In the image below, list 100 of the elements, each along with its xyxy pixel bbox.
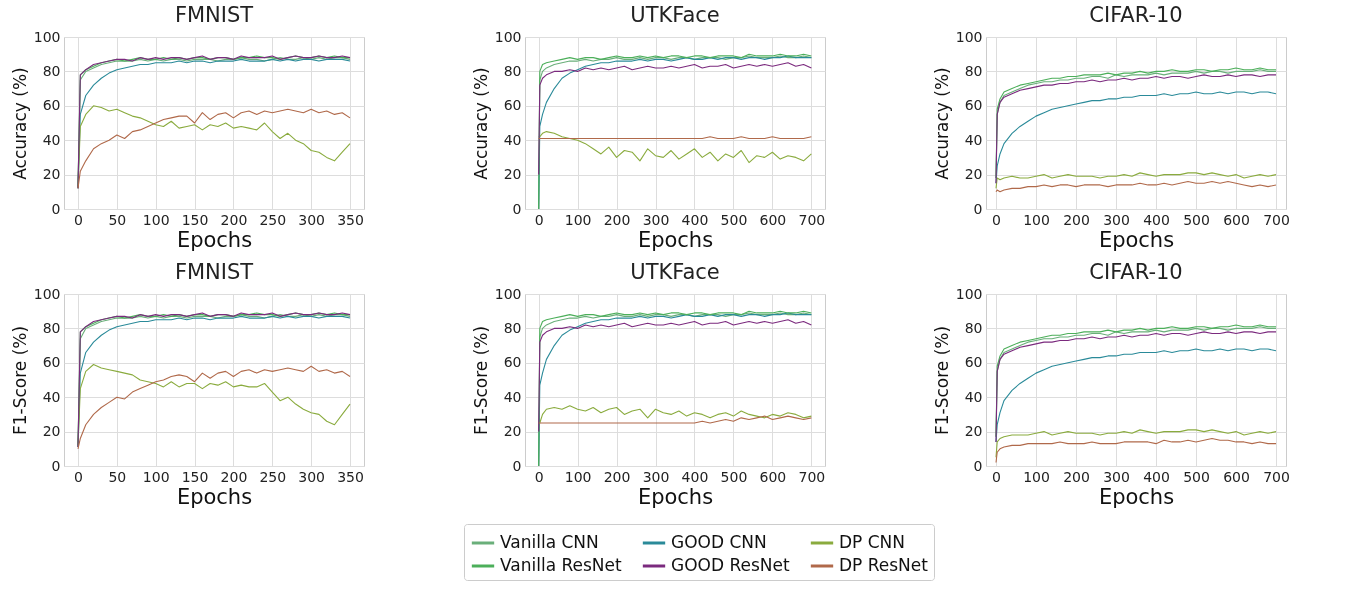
x-tick-label: 600 — [759, 468, 787, 485]
x-tick-label: 300 — [298, 468, 326, 485]
x-axis-title: Epochs — [637, 227, 714, 252]
x-tick-label: 0 — [992, 211, 1001, 228]
x-tick-label: 250 — [259, 211, 287, 228]
chart-title: FMNIST — [174, 260, 254, 284]
y-tick-label: 60 — [964, 97, 983, 114]
x-tick-label: 600 — [1223, 211, 1250, 228]
x-tick-label: 200 — [220, 211, 248, 228]
y-axis-title: F1-Score (%) — [9, 325, 30, 436]
y-tick-label: 100 — [494, 28, 522, 45]
y-tick-label: 40 — [503, 131, 522, 148]
y-tick-label: 20 — [503, 166, 522, 183]
y-tick-label: 80 — [42, 62, 61, 79]
y-tick-label: 0 — [51, 200, 61, 217]
x-tick-label: 100 — [142, 468, 170, 485]
legend-label: DP ResNet — [839, 555, 929, 575]
x-tick-label: 150 — [181, 468, 209, 485]
y-tick-label: 20 — [964, 166, 983, 183]
y-tick-label: 40 — [964, 388, 983, 405]
y-axis-title: Accuracy (%) — [9, 67, 30, 180]
x-tick-label: 0 — [534, 211, 544, 228]
y-axis-title: Accuracy (%) — [931, 67, 952, 180]
y-tick-label: 80 — [503, 319, 522, 336]
y-tick-label: 60 — [503, 354, 522, 371]
x-tick-label: 400 — [1143, 468, 1170, 485]
y-tick-label: 60 — [964, 354, 983, 371]
x-tick-label: 700 — [1263, 468, 1290, 485]
x-tick-label: 50 — [108, 211, 127, 228]
chart-title: CIFAR-10 — [1089, 260, 1183, 284]
y-axis-title: F1-Score (%) — [470, 325, 491, 436]
x-tick-label: 200 — [220, 468, 248, 485]
x-tick-label: 100 — [1023, 468, 1050, 485]
x-tick-label: 100 — [564, 468, 592, 485]
legend-label: GOOD ResNet — [671, 555, 790, 575]
y-tick-label: 20 — [503, 423, 522, 440]
y-tick-label: 80 — [964, 319, 983, 336]
y-tick-label: 40 — [964, 131, 983, 148]
x-tick-label: 400 — [1143, 211, 1170, 228]
x-tick-label: 150 — [181, 211, 209, 228]
x-tick-label: 100 — [1023, 211, 1050, 228]
y-tick-label: 20 — [964, 423, 983, 440]
y-tick-label: 20 — [42, 423, 61, 440]
y-tick-label: 80 — [42, 319, 61, 336]
y-tick-label: 40 — [42, 388, 61, 405]
x-tick-label: 200 — [603, 211, 631, 228]
y-tick-label: 100 — [955, 28, 983, 45]
x-tick-label: 0 — [74, 468, 83, 485]
x-tick-label: 300 — [642, 211, 670, 228]
y-tick-label: 40 — [42, 131, 61, 148]
x-tick-label: 350 — [337, 211, 364, 228]
y-tick-label: 100 — [494, 285, 522, 302]
chart-title: UTKFace — [630, 3, 720, 27]
y-tick-label: 60 — [42, 97, 61, 114]
x-axis-title: Epochs — [637, 484, 714, 509]
x-tick-label: 100 — [142, 211, 170, 228]
x-tick-label: 700 — [1263, 211, 1290, 228]
x-tick-label: 500 — [1183, 211, 1210, 228]
x-tick-label: 0 — [534, 468, 544, 485]
legend-label: Vanilla ResNet — [500, 555, 623, 575]
y-tick-label: 0 — [973, 457, 983, 474]
y-axis-title: Accuracy (%) — [470, 67, 491, 180]
x-tick-label: 300 — [1103, 211, 1130, 228]
y-tick-label: 0 — [51, 457, 61, 474]
x-tick-label: 300 — [1103, 468, 1130, 485]
x-tick-label: 200 — [1063, 211, 1090, 228]
x-axis-title: Epochs — [176, 227, 253, 252]
x-tick-label: 300 — [298, 211, 326, 228]
chart-title: CIFAR-10 — [1089, 3, 1183, 27]
y-tick-label: 100 — [33, 28, 61, 45]
legend-label: DP CNN — [839, 532, 906, 552]
y-axis-title: F1-Score (%) — [931, 325, 952, 436]
x-tick-label: 600 — [759, 211, 787, 228]
y-tick-label: 0 — [512, 200, 522, 217]
y-tick-label: 60 — [503, 97, 522, 114]
y-tick-label: 100 — [33, 285, 61, 302]
y-tick-label: 80 — [964, 62, 983, 79]
x-tick-label: 200 — [1063, 468, 1090, 485]
x-tick-label: 0 — [74, 211, 83, 228]
legend-label: GOOD CNN — [671, 532, 767, 552]
chart-title: FMNIST — [174, 3, 254, 27]
x-tick-label: 0 — [992, 468, 1001, 485]
x-tick-label: 350 — [337, 468, 364, 485]
x-tick-label: 100 — [564, 211, 592, 228]
y-tick-label: 0 — [512, 457, 522, 474]
y-tick-label: 40 — [503, 388, 522, 405]
x-tick-label: 600 — [1223, 468, 1250, 485]
y-tick-label: 60 — [42, 354, 61, 371]
y-tick-label: 80 — [503, 62, 522, 79]
y-tick-label: 0 — [973, 200, 983, 217]
x-tick-label: 200 — [603, 468, 631, 485]
x-axis-title: Epochs — [176, 484, 253, 509]
x-tick-label: 50 — [108, 468, 127, 485]
x-tick-label: 500 — [1183, 468, 1210, 485]
x-tick-label: 700 — [798, 211, 826, 228]
x-axis-title: Epochs — [1098, 484, 1175, 509]
legend-label: Vanilla CNN — [500, 532, 599, 552]
x-tick-label: 400 — [681, 468, 709, 485]
x-tick-label: 300 — [642, 468, 670, 485]
x-tick-label: 500 — [720, 211, 748, 228]
